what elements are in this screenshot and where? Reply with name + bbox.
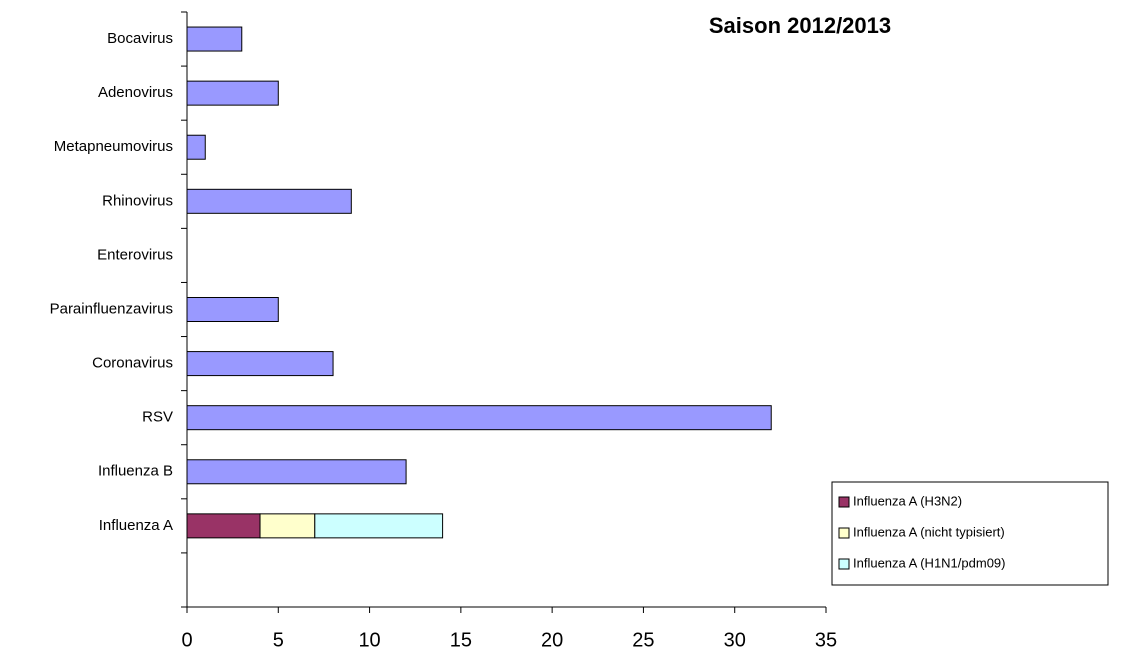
bar <box>186 459 407 485</box>
x-tick-label: 5 <box>273 629 284 651</box>
y-tick-label: Rhinovirus <box>102 192 173 209</box>
y-tick-label: Influenza A <box>99 517 173 534</box>
legend-label: Influenza A (H3N2) <box>853 493 962 508</box>
y-tick-label: Coronavirus <box>92 355 173 372</box>
legend-swatch <box>838 496 850 508</box>
bar <box>186 26 243 52</box>
bar <box>186 134 206 160</box>
legend-label: Influenza A (nicht typisiert) <box>853 524 1005 539</box>
y-tick-label: Parainfluenzavirus <box>50 300 173 317</box>
legend-swatch <box>838 527 850 539</box>
legend-swatch <box>838 558 850 570</box>
bar <box>259 513 316 539</box>
y-tick-label: Adenovirus <box>98 84 173 101</box>
y-tick-label: RSV <box>142 409 173 426</box>
bar <box>186 405 772 431</box>
bar <box>186 80 279 106</box>
x-tick-label: 15 <box>450 629 472 651</box>
legend-box <box>831 481 1109 586</box>
y-tick-label: Metapneumovirus <box>54 138 173 155</box>
y-tick-label: Bocavirus <box>107 30 173 47</box>
bar <box>186 351 334 377</box>
x-tick-label: 0 <box>181 629 192 651</box>
chart-title: Saison 2012/2013 <box>709 13 891 38</box>
bar <box>186 188 352 214</box>
x-tick-label: 20 <box>541 629 563 651</box>
bar <box>186 513 261 539</box>
x-tick-label: 25 <box>632 629 654 651</box>
bar <box>314 513 444 539</box>
x-tick-label: 10 <box>358 629 380 651</box>
y-tick-label: Influenza B <box>98 463 173 480</box>
x-tick-label: 35 <box>815 629 837 651</box>
bar <box>186 297 279 322</box>
legend-label: Influenza A (H1N1/pdm09) <box>853 555 1005 570</box>
y-tick-label: Enterovirus <box>97 246 173 263</box>
x-tick-label: 30 <box>724 629 746 651</box>
